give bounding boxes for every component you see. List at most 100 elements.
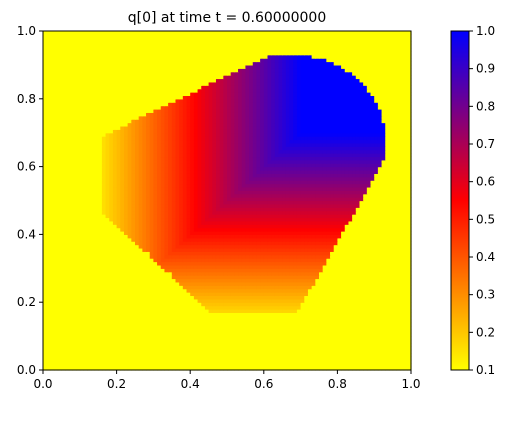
heatmap-cell (208, 315, 213, 320)
heatmap-cell (319, 241, 324, 246)
heatmap-cell (388, 292, 394, 297)
heatmap-cell (385, 353, 390, 358)
heatmap-cell (68, 339, 74, 344)
heatmap-cell (245, 264, 250, 269)
heatmap-cell (263, 264, 269, 269)
heatmap-cell (330, 241, 335, 246)
heatmap-cell (319, 346, 324, 351)
heatmap-cell (374, 322, 379, 327)
heatmap-cell (168, 251, 173, 256)
heatmap-cell (149, 298, 154, 303)
heatmap-cell (208, 244, 213, 249)
heatmap-cell (249, 278, 254, 283)
heatmap-cell (241, 329, 246, 334)
heatmap-cell (241, 312, 246, 317)
heatmap-cell (120, 241, 125, 246)
heatmap-cell (403, 237, 408, 242)
heatmap-cell (201, 346, 206, 351)
heatmap-cell (278, 359, 283, 364)
heatmap-cell (263, 315, 269, 320)
heatmap-cell (315, 247, 320, 252)
heatmap-cell (315, 231, 320, 235)
heatmap-cell (101, 234, 107, 239)
heatmap-cell (307, 214, 313, 219)
heatmap-cell (127, 224, 132, 229)
heatmap-cell (83, 271, 88, 276)
heatmap-cell (164, 234, 169, 239)
heatmap-cell (79, 214, 85, 219)
heatmap-cell (112, 305, 118, 310)
heatmap-cell (407, 234, 412, 239)
heatmap-cell (204, 292, 210, 297)
heatmap-cell (249, 203, 254, 208)
heatmap-cell (348, 298, 353, 303)
heatmap-cell (116, 292, 121, 297)
heatmap-cell (109, 353, 114, 358)
heatmap-cell (245, 203, 250, 208)
heatmap-cell (352, 281, 357, 286)
heatmap-cell (238, 214, 243, 219)
heatmap-cell (79, 261, 85, 266)
heatmap-cell (238, 295, 243, 300)
heatmap-cell (263, 312, 269, 317)
heatmap-cell (79, 295, 85, 300)
heatmap-cell (293, 322, 298, 327)
heatmap-cell (355, 305, 361, 310)
heatmap-cell (201, 258, 206, 263)
heatmap-cell (43, 305, 48, 310)
heatmap-cell (245, 363, 250, 368)
heatmap-cell (212, 353, 217, 358)
heatmap-cell (109, 264, 114, 269)
heatmap-cell (352, 268, 357, 273)
heatmap-cell (138, 254, 143, 259)
heatmap-cell (171, 329, 177, 334)
heatmap-cell (43, 227, 48, 232)
heatmap-cell (396, 353, 401, 358)
heatmap-cell (83, 227, 88, 232)
heatmap-cell (61, 336, 66, 341)
heatmap-cell (304, 363, 309, 368)
heatmap-cell (83, 210, 88, 215)
heatmap-cell (212, 214, 217, 219)
heatmap-cell (337, 349, 342, 354)
heatmap-cell (296, 271, 302, 276)
heatmap-cell (157, 261, 162, 266)
heatmap-cell (112, 261, 118, 266)
heatmap-cell (54, 292, 59, 297)
heatmap-cell (333, 356, 338, 361)
heatmap-cell (392, 214, 397, 219)
heatmap-cell (164, 342, 169, 347)
heatmap-cell (234, 264, 239, 269)
heatmap-cell (252, 305, 258, 310)
heatmap-cell (43, 315, 48, 320)
heatmap-cell (215, 210, 221, 215)
heatmap-cell (278, 254, 283, 259)
heatmap-cell (120, 342, 125, 347)
heatmap-cell (392, 288, 397, 293)
heatmap-cell (374, 254, 379, 259)
heatmap-cell (399, 322, 405, 327)
heatmap-cell (168, 353, 173, 358)
heatmap-cell (363, 305, 368, 310)
heatmap-cell (271, 207, 276, 212)
heatmap-cell (197, 353, 202, 358)
heatmap-cell (171, 244, 177, 249)
heatmap-cell (193, 356, 199, 361)
heatmap-cell (127, 220, 132, 225)
heatmap-cell (341, 258, 346, 263)
heatmap-cell (116, 261, 121, 266)
heatmap-cell (76, 278, 81, 283)
heatmap-cell (164, 349, 169, 354)
heatmap-cell (403, 285, 408, 290)
heatmap-cell (274, 302, 280, 307)
heatmap-cell (54, 312, 59, 317)
heatmap-cell (123, 298, 129, 303)
heatmap-cell (326, 349, 331, 354)
heatmap-cell (234, 217, 239, 222)
heatmap-cell (271, 295, 276, 300)
heatmap-cell (271, 292, 276, 297)
heatmap-cell (43, 336, 48, 341)
heatmap-cell (160, 210, 166, 215)
heatmap-cell (138, 325, 143, 330)
heatmap-cell (296, 346, 302, 351)
